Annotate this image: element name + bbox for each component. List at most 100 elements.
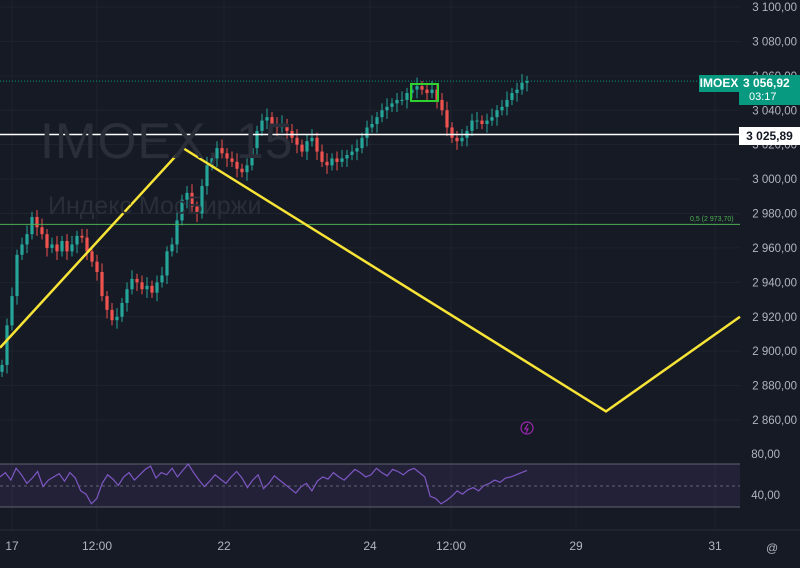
candle-body [485,120,489,125]
price-tick-label: 3 040,00 [752,105,797,117]
candle-body [475,120,479,122]
candle-body [50,244,54,248]
candle-body [180,199,184,221]
grid [0,0,740,530]
candle-body [270,117,274,125]
candle-body [150,285,154,293]
candle-body [335,158,339,162]
price-tick-label: 3 080,00 [752,36,797,48]
lightning-icon [520,421,534,435]
time-tick-label: 31 [708,539,722,553]
candle-body [95,261,99,273]
candle-body [230,158,234,162]
candle-body [505,99,509,107]
candle-body [210,158,214,166]
line-price-tag: 3 025,89 [739,127,800,145]
candle-body [305,141,309,152]
rsi-tick-label: 80,00 [751,449,780,461]
time-axis: 17 12:00 22 24 12:00 29 31 [5,539,722,553]
candle-body [65,241,69,252]
candle-body [440,99,444,111]
price-tick-label: 2 940,00 [752,277,797,289]
candle-body [155,282,159,293]
candle-body [405,93,409,100]
candle-body [455,137,459,142]
candle-body [35,216,39,228]
candle-body [175,220,179,245]
candle-body [345,154,349,159]
candle-body [360,137,364,149]
candle-body [445,110,449,128]
price-axis: 3 100,003 080,003 060,003 040,003 020,00… [752,2,797,427]
candle-body [45,234,49,248]
candle-body [395,99,399,104]
candle-body [430,89,434,94]
candle-body [255,130,259,149]
candle-body [520,82,524,90]
candle-body [420,86,424,90]
rsi-axis: 80,00 40,00 [751,449,780,502]
price-tick-label: 3 000,00 [752,174,797,186]
candles [0,74,529,377]
candle-body [105,296,109,310]
candle-body [390,103,394,107]
candle-body [470,120,474,131]
candle-body [235,161,239,169]
candle-body [130,278,134,290]
candle-body [225,153,229,159]
price-tick-label: 2 900,00 [752,346,797,358]
highlight-box [410,83,439,102]
candle-body [460,137,464,142]
time-tick-label: 17 [5,539,19,553]
candle-body [110,309,114,321]
candle-body [170,244,174,252]
candle-body [115,316,119,321]
candle-body [140,282,144,290]
candle-body [240,168,244,173]
last-price-value: 3 056,92 [743,76,790,90]
candle-body [20,244,24,255]
symbol-tag: IMOEX [699,75,739,92]
candle-body [120,302,124,317]
time-tick-label: 12:00 [82,539,112,553]
price-tick-label: 2 980,00 [752,209,797,221]
time-tick-label: 29 [569,539,583,553]
candle-body [60,241,64,252]
candle-body [245,165,249,173]
candle-body [280,124,284,128]
candle-body [350,151,354,155]
candle-body [70,244,74,252]
rsi-line [0,462,528,505]
candle-body [165,251,169,276]
fib-level-label: 0,5 (2 973,70) [690,216,734,223]
candle-body [385,106,389,111]
settings-icon[interactable]: @ [766,541,779,555]
price-tick-label: 2 920,00 [752,312,797,324]
time-tick-label: 22 [217,539,231,553]
candle-body [0,364,4,372]
candle-body [365,127,369,138]
candle-body [135,278,139,283]
time-tick-label: 24 [363,539,377,553]
candle-body [310,137,314,142]
candle-body [400,99,404,101]
candle-body [90,251,94,262]
candle-body [370,124,374,128]
candle-body [515,89,519,94]
last-price-tag: 3 056,92 03:17 [739,75,800,105]
candle-body [500,106,504,111]
candle-body [315,137,319,152]
candle-body [450,127,454,138]
candle-body [85,237,89,252]
candle-body [80,235,84,238]
candle-body [260,120,264,131]
candle-body [195,206,199,214]
rsi-tick-label: 40,00 [751,490,780,502]
candle-body [495,110,499,118]
candle-body [510,93,514,100]
candle-body [340,158,344,162]
candle-body [325,161,329,166]
candle-body [265,117,269,121]
